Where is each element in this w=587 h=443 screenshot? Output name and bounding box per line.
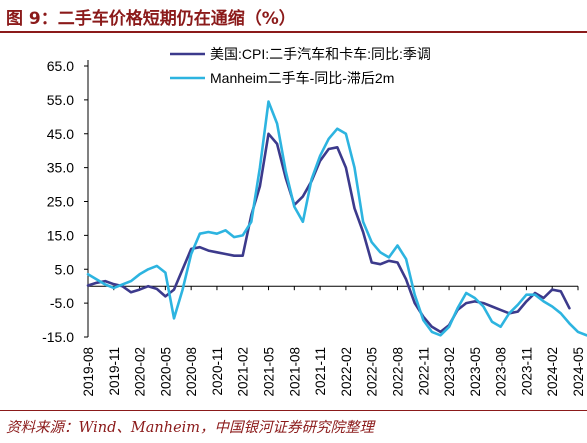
- y-tick-label: 55.0: [47, 92, 74, 108]
- x-tick-label: 2023-02: [442, 347, 457, 397]
- x-tick-label: 2023-05: [468, 347, 483, 397]
- y-axis-tick-labels: 65.0 55.0 45.0 35.0 25.0 15.0 5.0 -5.0 -15.0: [42, 58, 74, 345]
- figure-title: 图 9：二手车价格短期仍在通缩（%）: [6, 9, 296, 29]
- x-tick-label: 2019-11: [107, 347, 122, 396]
- legend-label-1: 美国:CPI:二手汽车和卡车:同比:季调: [210, 46, 431, 62]
- y-tick-label: 65.0: [47, 58, 74, 74]
- x-tick-label: 2021-05: [262, 347, 277, 397]
- y-tick-label: 5.0: [55, 261, 75, 277]
- source-note: 资料来源：Wind、Manheim，中国银河证券研究院整理: [6, 420, 375, 436]
- y-tick-label: -15.0: [42, 329, 74, 345]
- figure-header: 图 9：二手车价格短期仍在通缩（%）: [0, 0, 587, 30]
- x-tick-label: 2021-08: [287, 347, 302, 397]
- x-tick-label: 2024-05: [571, 347, 586, 397]
- series-line-1: [86, 132, 571, 334]
- x-tick-label: 2020-11: [210, 347, 225, 396]
- axes: [84, 60, 579, 338]
- x-tick-label: 2022-05: [365, 347, 380, 397]
- x-axis-tick-labels: 2019-08 2019-11 2020-02 2020-05 2020-08 2020-…: [81, 347, 586, 397]
- y-tick-label: 25.0: [47, 194, 74, 210]
- x-tick-label: 2022-11: [416, 347, 431, 396]
- legend: 美国:CPI:二手汽车和卡车:同比:季调 Manheim二手车-同比-滞后2m: [170, 46, 431, 86]
- x-tick-label: 2023-11: [519, 347, 534, 396]
- line-chart: 65.0 55.0 45.0 35.0 25.0 15.0 5.0 -5.0 -15.0 201…: [42, 46, 587, 397]
- x-tick-label: 2022-02: [339, 347, 354, 397]
- x-tick-label: 2021-11: [313, 347, 328, 396]
- series-line-2: [86, 100, 587, 337]
- x-tick-label: 2023-08: [494, 347, 509, 397]
- y-tick-label: 15.0: [47, 227, 74, 243]
- x-tick-label: 2022-08: [390, 347, 405, 397]
- source-divider: [0, 410, 587, 411]
- chart-area: 65.0 55.0 45.0 35.0 25.0 15.0 5.0 -5.0 -15.0 201…: [0, 34, 587, 402]
- x-tick-label: 2021-02: [236, 347, 251, 397]
- title-divider: [0, 31, 587, 33]
- legend-label-2: Manheim二手车-同比-滞后2m: [210, 70, 394, 86]
- y-tick-label: 45.0: [47, 126, 74, 142]
- x-tick-label: 2019-08: [81, 347, 96, 397]
- y-tick-label: 35.0: [47, 160, 74, 176]
- series-lines: [86, 100, 587, 337]
- x-tick-label: 2020-05: [158, 347, 173, 397]
- x-tick-label: 2020-08: [184, 347, 199, 397]
- x-tick-label: 2024-02: [545, 347, 560, 397]
- x-tick-label: 2020-02: [133, 347, 148, 397]
- y-tick-label: -5.0: [50, 295, 74, 311]
